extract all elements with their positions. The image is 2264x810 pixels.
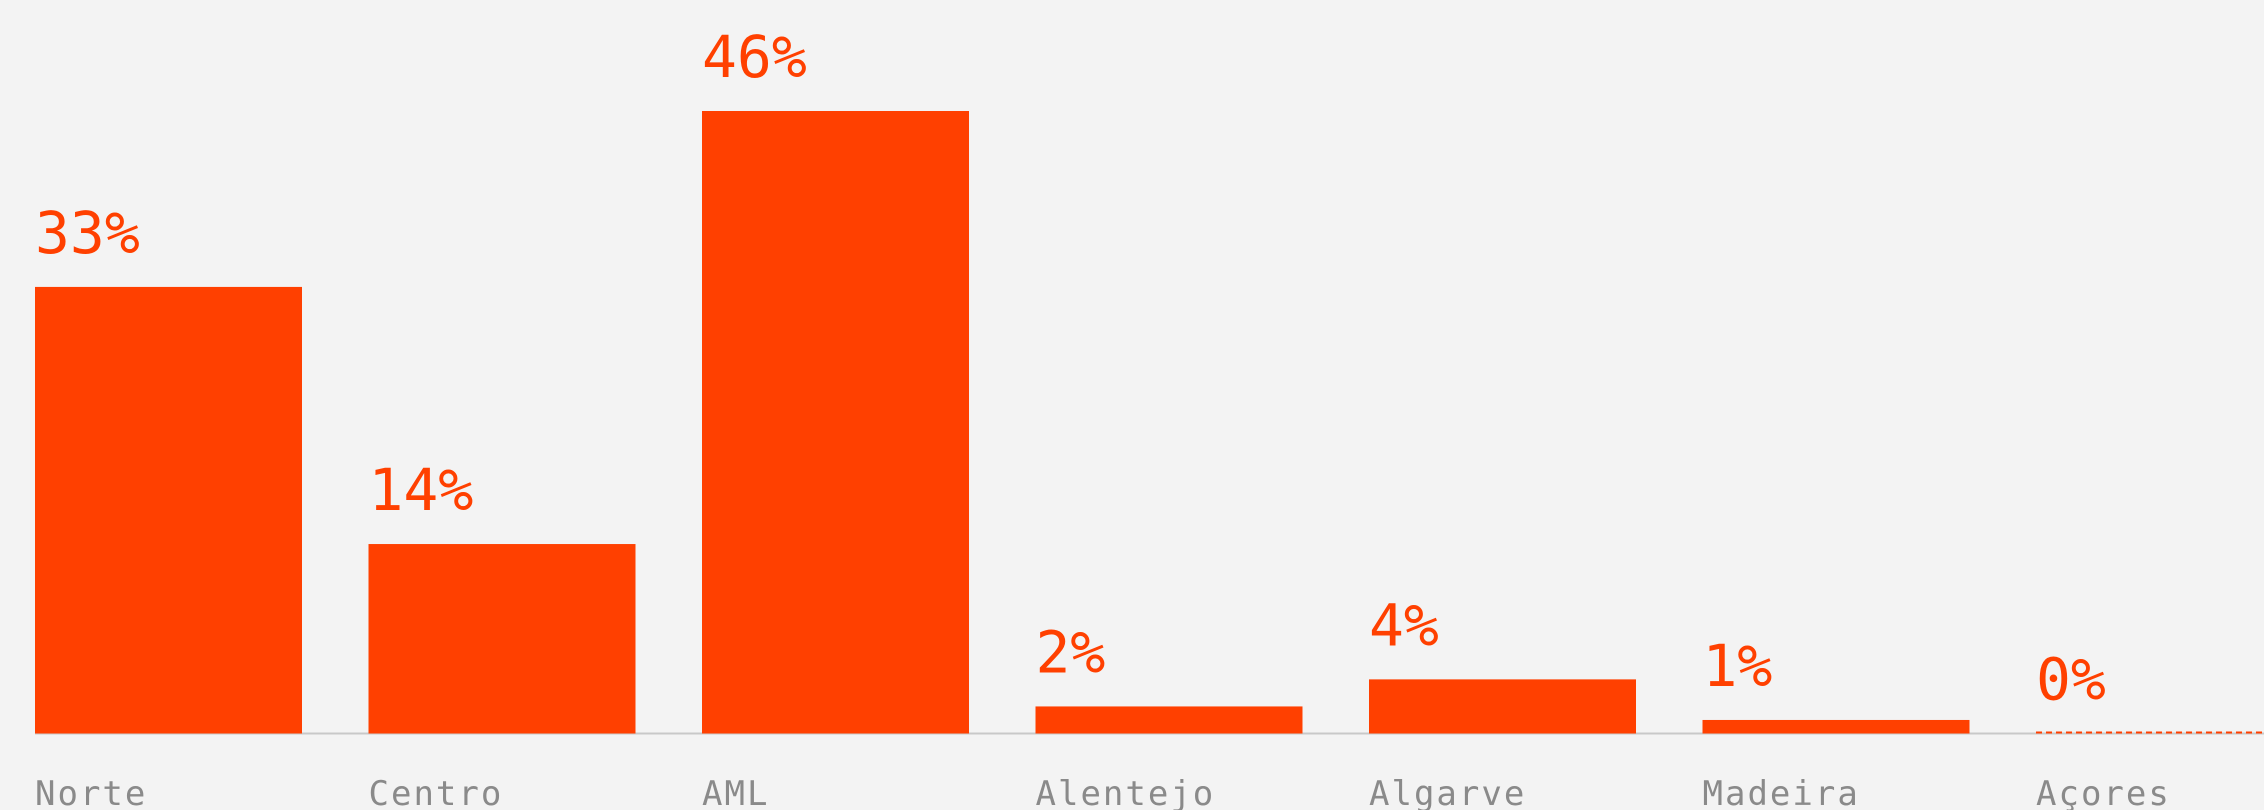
x-tick-label: Alentejo [1036, 774, 1216, 810]
bar [1035, 706, 1303, 734]
bar [368, 544, 636, 734]
value-label: 46% [702, 23, 807, 91]
x-tick-label: Centro [369, 774, 504, 810]
value-label: 2% [1036, 618, 1106, 686]
value-label: 1% [1703, 632, 1773, 700]
bar [702, 111, 969, 734]
value-label: 4% [1369, 591, 1439, 659]
bar [35, 286, 302, 734]
x-tick-label: Madeira [1703, 774, 1860, 810]
x-tick-label: Algarve [1369, 774, 1526, 810]
value-label: 0% [2036, 646, 2106, 714]
bar [1369, 679, 1636, 734]
value-label: 33% [35, 199, 140, 267]
value-label: 14% [369, 456, 474, 524]
bar [1702, 719, 1970, 734]
x-tick-label: Açores [2036, 774, 2171, 810]
x-tick-label: Norte [35, 774, 147, 810]
x-tick-label: AML [702, 774, 769, 810]
